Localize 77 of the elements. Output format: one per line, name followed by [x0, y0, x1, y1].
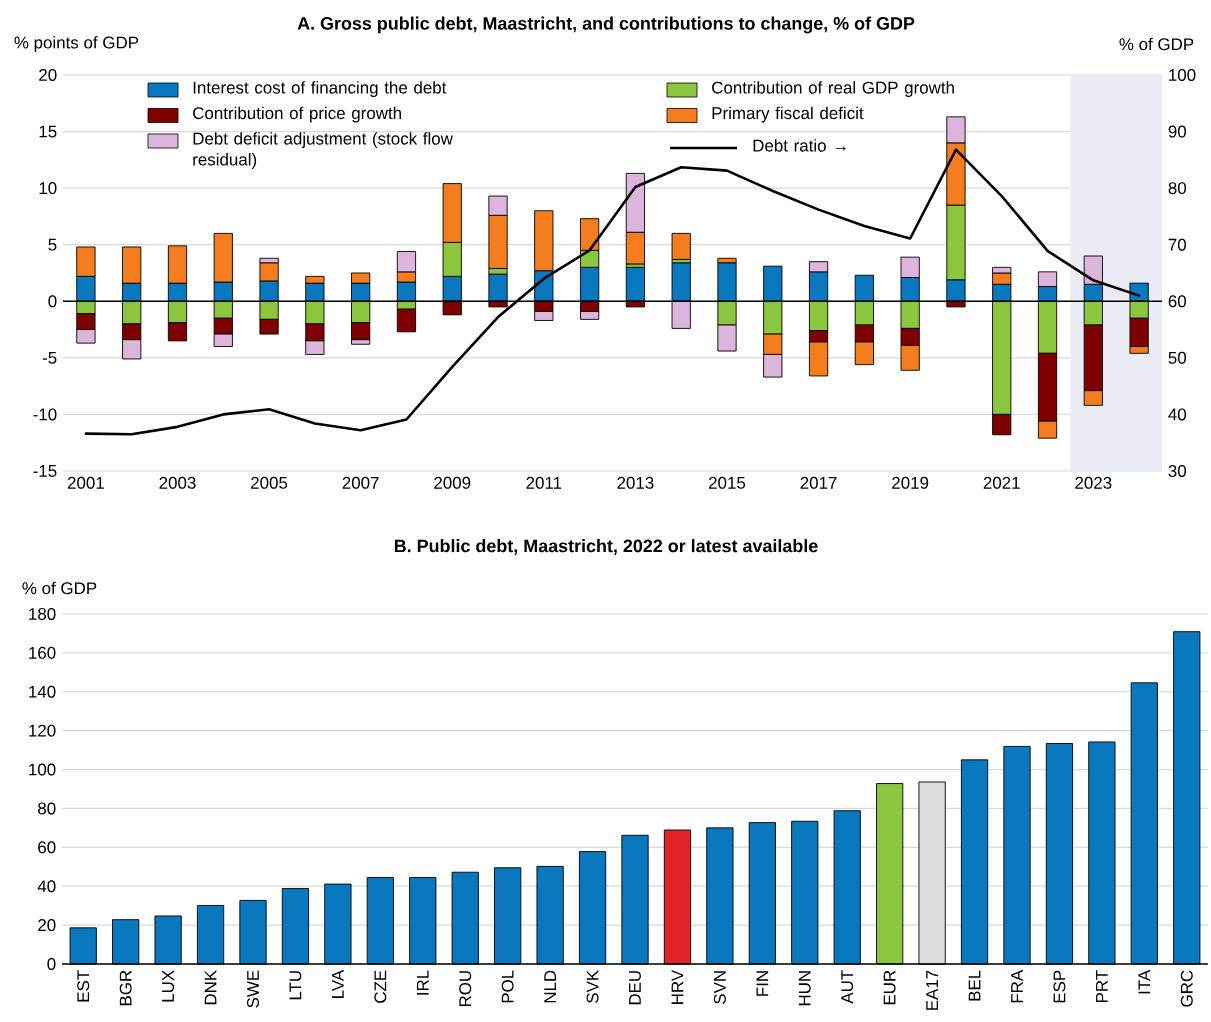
y-axis-title: % of GDP [22, 581, 97, 595]
y-tick-label: 15 [39, 125, 57, 138]
y2-tick-label: 30 [1168, 464, 1187, 477]
x-tick-label: EA17 [926, 970, 938, 1010]
y-tick-label: 120 [29, 724, 56, 737]
x-tick-label: 2003 [159, 476, 196, 489]
legend-label: Contribution of real GDP growth [712, 81, 954, 97]
x-tick-label: 2005 [251, 476, 288, 489]
y-tick-label: 0 [48, 295, 57, 308]
x-tick-label: FRA [1011, 969, 1023, 1003]
y2-tick-label: 60 [1168, 295, 1187, 308]
x-tick-label: SVK [586, 970, 599, 1003]
x-tick-label: PRT [1096, 970, 1108, 1003]
legend-label: Primary fiscal deficit [712, 106, 864, 123]
legend-label: Debt ratio → [753, 139, 846, 152]
y-tick-label: 40 [37, 880, 56, 893]
x-tick-label: AUT [841, 970, 854, 1004]
y-tick-label: 140 [29, 685, 56, 698]
x-tick-label: ESP [1053, 970, 1066, 1003]
x-tick-label: 2017 [800, 476, 837, 489]
x-tick-label: IRL [416, 970, 429, 995]
x-tick-label: LVA [332, 969, 344, 998]
y-tick-label: 5 [48, 238, 57, 251]
legend-label: Interest cost of financing the debt [193, 81, 447, 97]
x-tick-label: 2011 [526, 476, 562, 489]
bar [671, 232, 691, 260]
y-tick-label: 80 [38, 802, 56, 815]
x-tick-label: DEU [629, 971, 641, 1005]
y-tick-label: 160 [29, 646, 56, 659]
x-tick-label: BEL [968, 970, 981, 1001]
x-tick-label: BGR [119, 970, 132, 1006]
y-tick-label: 20 [39, 68, 57, 81]
y-tick-label: -10 [33, 408, 57, 421]
y2-tick-label: 40 [1168, 408, 1187, 421]
x-tick-label: LTU [289, 971, 302, 1000]
x-tick-label: 2007 [342, 476, 379, 489]
y-tick-label: 20 [38, 919, 56, 932]
x-tick-label: GRC [1180, 970, 1193, 1007]
y2-axis-title: % of GDP [1119, 37, 1194, 51]
x-tick-label: SVN [713, 971, 726, 1004]
x-tick-label: HUN [798, 971, 811, 1006]
x-tick-label: POL [501, 970, 514, 1003]
x-tick-label: DNK [204, 970, 217, 1005]
x-tick-label: 2009 [434, 476, 471, 489]
x-tick-label: EUR [883, 970, 896, 1005]
x-tick-label: EST [77, 970, 90, 1002]
x-tick-label: HRV [671, 969, 684, 1004]
y2-tick-label: 70 [1168, 238, 1187, 251]
x-tick-label: NLD [544, 970, 556, 1003]
x-tick-label: 2021 [983, 476, 1020, 489]
y2-tick-label: 100 [1169, 68, 1196, 81]
legend-label: Contribution of price growth [193, 106, 401, 123]
y-tick-label: 60 [38, 841, 56, 854]
y-tick-label: -5 [42, 351, 57, 364]
x-tick-label: 2001 [67, 476, 104, 489]
x-tick-label: 2013 [617, 476, 654, 489]
x-tick-label: 2023 [1075, 476, 1112, 489]
x-tick-label: 2015 [709, 476, 746, 489]
y2-tick-label: 90 [1168, 125, 1187, 138]
y-tick-label: -15 [33, 465, 57, 477]
y2-tick-label: 50 [1168, 351, 1187, 364]
x-tick-label: CZE [374, 970, 387, 1003]
y-axis-title: % points of GDP [14, 36, 139, 52]
y-tick-label: 0 [47, 957, 56, 970]
x-tick-label: ROU [459, 971, 472, 1007]
x-tick-label: SWE [247, 970, 260, 1008]
x-tick-label: ITA [1138, 969, 1151, 994]
y-tick-label: 180 [29, 607, 56, 620]
legend-label: Debt deficit adjustment (stock flow residual) [193, 132, 453, 169]
y2-tick-label: 80 [1168, 182, 1187, 195]
chart-title: A. Gross public debt, Maastricht, and contributions to change, % of GDP [297, 16, 915, 34]
y-tick-label: 100 [29, 763, 56, 776]
x-tick-label: FIN [756, 971, 769, 996]
x-tick-label: 2019 [892, 476, 929, 489]
y-tick-label: 10 [39, 182, 57, 195]
chart-title: B. Public debt, Maastricht, 2022 or latest available [394, 539, 818, 555]
x-tick-label: LUX [162, 970, 175, 1002]
